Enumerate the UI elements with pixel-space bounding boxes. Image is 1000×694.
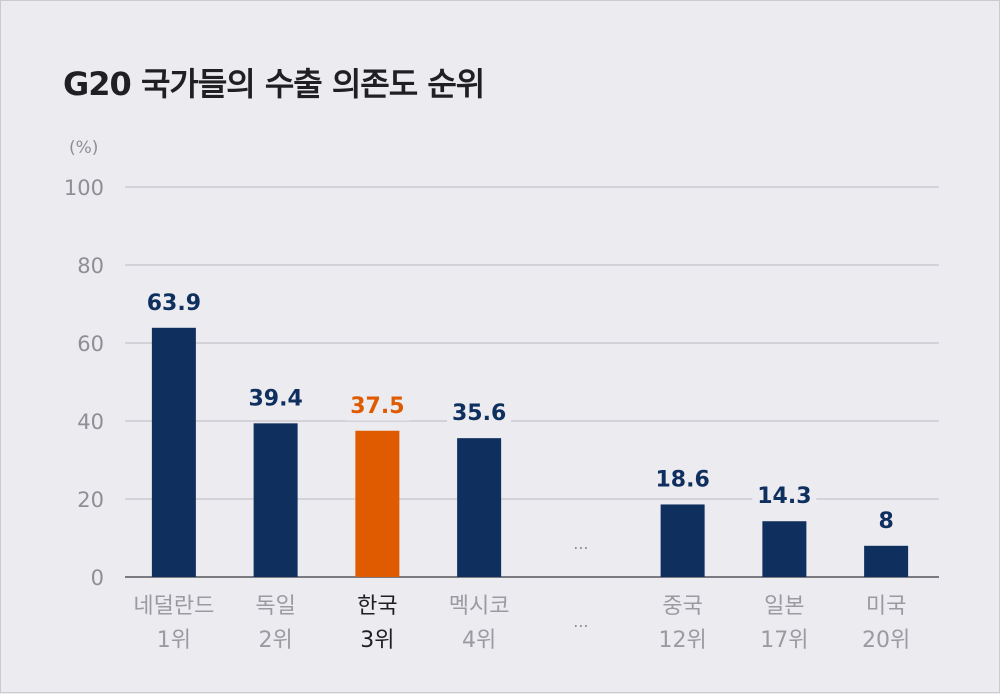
value-label-bg	[752, 483, 817, 512]
gap-ellipsis: ...	[573, 534, 588, 553]
category-rank: 2위	[259, 628, 293, 653]
unit-label: (%)	[69, 138, 98, 158]
category-name: 중국	[662, 594, 702, 619]
bar	[151, 327, 196, 577]
value-label: 18.6	[655, 467, 709, 492]
gap-ellipsis-label: ...	[573, 612, 588, 631]
category-name: 한국	[357, 594, 397, 619]
category-name: 미국	[866, 594, 906, 619]
bar	[864, 545, 909, 577]
value-label: 14.3	[757, 484, 811, 509]
category-name: 독일	[255, 594, 295, 619]
bar	[762, 521, 807, 577]
y-tick-label: 20	[77, 488, 104, 512]
bars: 63.9 39.4 37.5 35.6... 18.6 14.3 8	[141, 289, 919, 577]
y-tick-label: 80	[77, 254, 104, 278]
value-label: 37.5	[350, 394, 404, 419]
value-label: 63.9	[147, 291, 201, 316]
bar	[355, 430, 400, 577]
category-rank: 12위	[659, 628, 707, 653]
value-label-bg	[650, 466, 715, 495]
value-label-bg	[345, 392, 410, 421]
value-label-bg	[447, 400, 512, 429]
category-name: 일본	[764, 594, 804, 619]
category-labels: 네덜란드 1위 독일 2위 한국 3위 멕시코 4위... 중국 12위 일본 17위 미국 20위	[133, 594, 910, 653]
y-tick-label: 40	[77, 410, 104, 434]
gridlines: 0 20 40 60 80 100	[64, 176, 939, 590]
bar	[253, 423, 298, 577]
y-tick-label: 0	[91, 566, 104, 590]
y-tick-label: 100	[64, 176, 104, 200]
value-label: 39.4	[248, 386, 302, 411]
value-label: 35.6	[452, 401, 506, 426]
category-rank: 20위	[862, 628, 910, 653]
bar	[457, 438, 502, 577]
category-rank: 17위	[760, 628, 808, 653]
value-label-bg	[243, 385, 308, 414]
chart-title: G20 국가들의 수출 의존도 순위	[63, 65, 485, 103]
bar	[660, 504, 705, 577]
value-label-bg	[141, 289, 206, 318]
category-rank: 4위	[462, 628, 496, 653]
category-name: 네덜란드	[133, 594, 214, 619]
category-rank: 3위	[360, 628, 394, 653]
y-tick-label: 60	[77, 332, 104, 356]
category-name: 멕시코	[449, 594, 510, 619]
value-label: 8	[878, 509, 893, 534]
value-label-bg	[854, 507, 919, 536]
category-rank: 1위	[157, 628, 191, 653]
